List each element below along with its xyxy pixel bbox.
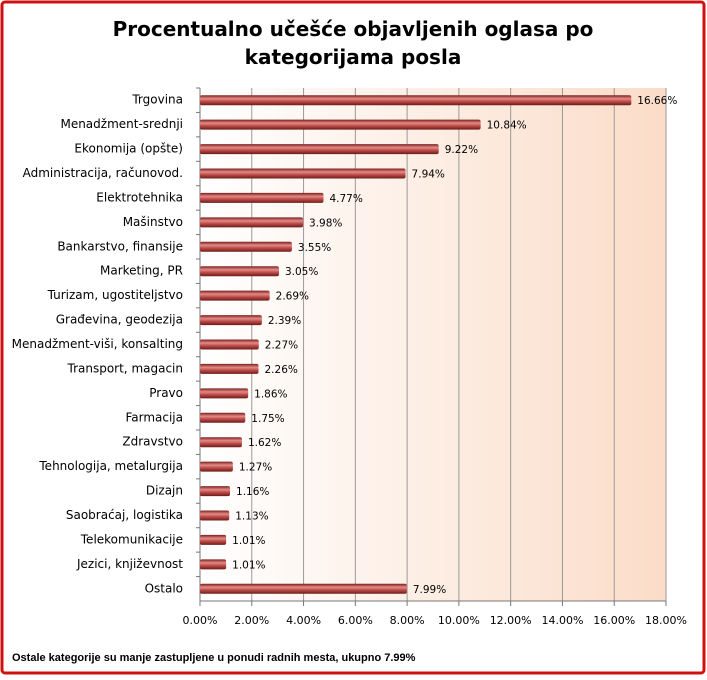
value-label: 1.75% [251,413,284,425]
x-tick-label: 4.00% [286,614,321,627]
value-label: 7.99% [413,584,446,596]
x-tick-label: 18.00% [645,614,687,627]
y-tick-label: Jezici, književnost [76,557,183,571]
bar [200,339,259,350]
y-tick-label: Saobraćaj, logistika [66,508,183,522]
chart-title: Procentualno učešće objavljenih oglasa p… [113,17,594,69]
bar [200,461,233,472]
value-label: 3.98% [309,217,342,229]
bar [200,559,227,570]
value-label: 1.01% [232,559,265,571]
x-tick-label: 8.00% [390,614,425,627]
bar [200,168,406,179]
value-label: 1.13% [235,511,268,523]
value-label: 1.01% [232,535,265,547]
x-tick-label: 10.00% [438,614,480,627]
value-label: 4.77% [329,193,362,205]
value-label: 2.69% [276,291,309,303]
bar [200,144,439,155]
value-label: 1.27% [239,462,272,474]
bar [200,583,407,594]
bar [200,315,262,326]
y-tick-label: Menadžment-srednji [60,117,183,131]
value-label: 3.55% [298,242,331,254]
x-tick-label: 14.00% [541,614,583,627]
value-label: 1.62% [248,437,281,449]
y-tick-label: Trgovina [131,93,183,107]
y-tick-label: Ekonomija (opšte) [74,142,183,156]
bar [200,363,259,374]
x-tick-label: 16.00% [593,614,635,627]
y-tick-label: Turizam, ugostiteljstvo [47,288,183,302]
value-label: 16.66% [637,95,677,107]
y-tick-label: Farmacija [125,410,183,424]
value-label: 9.22% [445,144,478,156]
y-tick-label: Mašinstvo [123,215,183,229]
bar [200,241,292,252]
bar [200,192,324,203]
bar [200,412,246,423]
bar [200,217,304,228]
value-label: 1.86% [254,388,287,400]
value-label: 10.84% [487,120,527,132]
value-label: 1.16% [236,486,269,498]
y-tick-label: Menadžment-viši, konsalting [12,337,183,351]
y-tick-label: Telekomunikacije [80,532,183,546]
y-tick-label: Zdravstvo [122,435,183,449]
y-tick-label: Pravo [149,386,183,400]
x-tick-label: 12.00% [490,614,532,627]
value-label: 2.27% [265,340,298,352]
x-tick-label: 6.00% [338,614,373,627]
y-tick-label: Marketing, PR [100,264,183,278]
bar [200,486,231,497]
y-tick-label: Administracija, računovod. [23,166,183,180]
y-tick-label: Tehnologija, metalurgija [38,459,183,473]
value-label: 2.26% [265,364,298,376]
y-tick-label: Transport, magacin [67,361,184,375]
y-tick-label: Elektrotehnika [96,190,183,204]
value-label: 3.05% [285,266,318,278]
y-tick-label: Ostalo [145,581,183,595]
y-tick-label: Građevina, geodezija [56,313,183,327]
value-label: 2.39% [268,315,301,327]
bar [200,437,242,448]
y-tick-label: Bankarstvo, finansije [57,239,183,253]
x-tick-label: 2.00% [234,614,269,627]
bar [200,95,632,106]
value-label: 7.94% [412,169,445,181]
x-tick-label: 0.00% [183,614,218,627]
bar [200,119,481,130]
bar [200,266,279,277]
bar [200,510,230,521]
bar [200,534,227,545]
footnote: Ostale kategorije su manje zastupljene u… [12,652,416,664]
y-tick-label: Dizajn [146,484,183,498]
bar [200,388,249,399]
bar [200,290,270,301]
